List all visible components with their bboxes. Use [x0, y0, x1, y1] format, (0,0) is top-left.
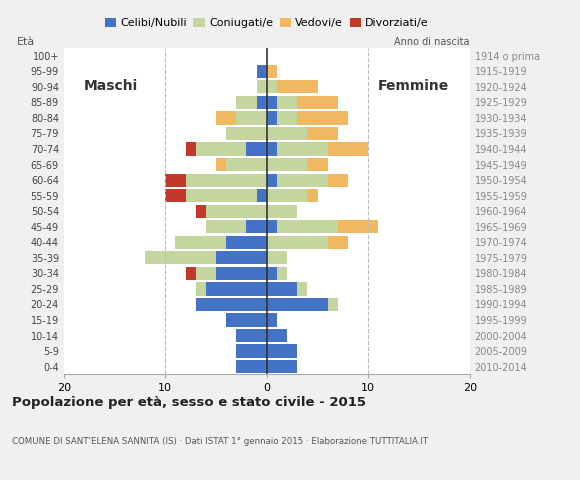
Bar: [256, 80, 267, 94]
Bar: [307, 127, 338, 140]
Bar: [216, 251, 267, 264]
Bar: [236, 345, 267, 358]
Bar: [267, 251, 287, 264]
Bar: [328, 298, 338, 311]
Bar: [277, 96, 297, 109]
Bar: [186, 143, 195, 156]
Bar: [267, 111, 277, 124]
Bar: [338, 220, 378, 233]
Bar: [256, 96, 267, 109]
Bar: [328, 143, 368, 156]
Bar: [277, 267, 287, 280]
Bar: [267, 329, 287, 342]
Bar: [186, 267, 195, 280]
Text: Maschi: Maschi: [84, 79, 139, 93]
Bar: [267, 96, 277, 109]
Bar: [267, 127, 307, 140]
Legend: Celibi/Nubili, Coniugati/e, Vedovi/e, Divorziati/e: Celibi/Nubili, Coniugati/e, Vedovi/e, Di…: [100, 13, 433, 33]
Bar: [328, 173, 348, 187]
Bar: [226, 127, 267, 140]
Bar: [236, 360, 267, 373]
Bar: [267, 158, 307, 171]
Bar: [186, 189, 256, 202]
Bar: [277, 111, 297, 124]
Bar: [297, 282, 307, 296]
Bar: [267, 173, 277, 187]
Bar: [216, 111, 236, 124]
Bar: [206, 282, 267, 296]
Bar: [297, 96, 338, 109]
Bar: [277, 173, 328, 187]
Bar: [226, 158, 267, 171]
Bar: [328, 236, 348, 249]
Bar: [267, 282, 297, 296]
Bar: [145, 251, 216, 264]
Bar: [206, 220, 246, 233]
Bar: [256, 65, 267, 78]
Bar: [267, 313, 277, 326]
Bar: [277, 143, 328, 156]
Bar: [236, 111, 267, 124]
Text: Popolazione per età, sesso e stato civile - 2015: Popolazione per età, sesso e stato civil…: [12, 396, 365, 409]
Bar: [267, 360, 297, 373]
Bar: [216, 267, 267, 280]
Bar: [186, 173, 267, 187]
Bar: [195, 143, 246, 156]
Bar: [195, 298, 267, 311]
Bar: [267, 143, 277, 156]
Bar: [226, 313, 267, 326]
Bar: [267, 204, 297, 218]
Bar: [246, 143, 267, 156]
Bar: [267, 298, 328, 311]
Bar: [216, 158, 226, 171]
Bar: [267, 267, 277, 280]
Bar: [297, 111, 348, 124]
Bar: [175, 236, 226, 249]
Bar: [236, 329, 267, 342]
Bar: [267, 236, 328, 249]
Bar: [226, 236, 267, 249]
Bar: [195, 267, 216, 280]
Bar: [277, 220, 338, 233]
Bar: [246, 220, 267, 233]
Bar: [267, 189, 307, 202]
Bar: [267, 345, 297, 358]
Text: COMUNE DI SANT'ELENA SANNITA (IS) · Dati ISTAT 1° gennaio 2015 · Elaborazione TU: COMUNE DI SANT'ELENA SANNITA (IS) · Dati…: [12, 437, 427, 446]
Bar: [267, 80, 277, 94]
Bar: [195, 282, 206, 296]
Bar: [165, 189, 186, 202]
Text: Femmine: Femmine: [378, 79, 450, 93]
Bar: [267, 65, 277, 78]
Text: Età: Età: [17, 37, 35, 48]
Text: Anno di nascita: Anno di nascita: [394, 37, 470, 48]
Bar: [307, 158, 328, 171]
Bar: [267, 220, 277, 233]
Bar: [307, 189, 317, 202]
Bar: [195, 204, 206, 218]
Bar: [277, 80, 317, 94]
Bar: [206, 204, 267, 218]
Bar: [165, 173, 186, 187]
Bar: [236, 96, 256, 109]
Bar: [256, 189, 267, 202]
